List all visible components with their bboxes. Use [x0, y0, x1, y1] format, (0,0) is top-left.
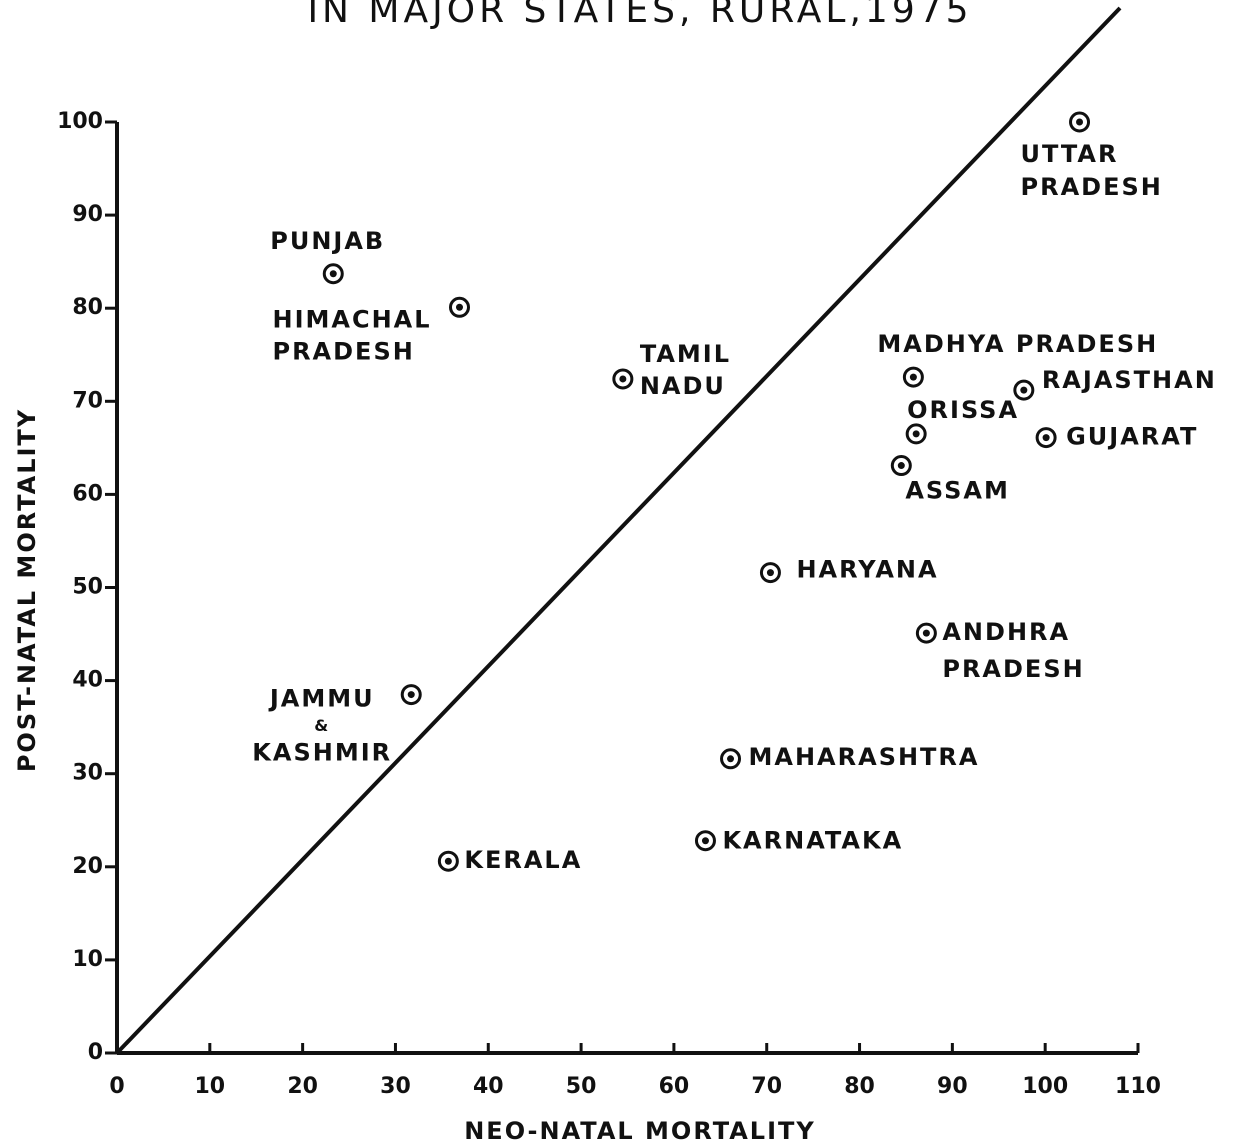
x-tick-label: 40 — [473, 1074, 504, 1099]
y-tick-label: 50 — [72, 575, 103, 600]
y-tick-label: 60 — [72, 481, 103, 506]
point-label: MADHYA PRADESH — [877, 330, 1158, 358]
point — [694, 830, 716, 852]
point — [759, 562, 781, 584]
x-tick-label: 50 — [566, 1074, 597, 1099]
x-tick-label: 70 — [751, 1074, 782, 1099]
point — [1035, 427, 1057, 449]
point-label: NADU — [640, 372, 726, 400]
point-center — [922, 629, 930, 637]
point-label: UTTAR — [1021, 140, 1119, 168]
x-tick-label: 110 — [1115, 1074, 1161, 1099]
point — [905, 423, 927, 445]
point-label: PUNJAB — [270, 227, 385, 255]
point-center — [912, 430, 920, 438]
chart-title: IN MAJOR STATES, RURAL,1975 — [307, 0, 972, 31]
y-tick-label: 70 — [72, 388, 103, 413]
diagonal-line — [115, 6, 1122, 1055]
point-label: JAMMU — [268, 685, 375, 713]
point-label: KARNATAKA — [722, 827, 903, 855]
x-tick-label: 20 — [287, 1074, 318, 1099]
y-axis-label: POST-NATAL MORTALITY — [13, 408, 41, 772]
point-label: RAJASTHAN — [1042, 366, 1217, 394]
point-label: & — [314, 716, 330, 735]
point-label: PRADESH — [1021, 173, 1163, 201]
point-label: MAHARASHTRA — [749, 743, 980, 771]
y-tick-label: 80 — [72, 295, 103, 320]
point-center — [909, 373, 917, 381]
point — [612, 368, 634, 390]
point — [1013, 379, 1035, 401]
point-center — [766, 569, 774, 577]
y-tick-label: 10 — [72, 947, 103, 972]
point — [322, 263, 344, 285]
x-tick-label: 60 — [659, 1074, 690, 1099]
point-label: HIMACHAL — [272, 305, 431, 333]
point-center — [619, 375, 627, 383]
point — [720, 748, 742, 770]
point-center — [407, 691, 415, 699]
x-tick-label: 0 — [109, 1074, 124, 1099]
point — [902, 366, 924, 388]
point-center — [701, 837, 709, 845]
point-label: TAMIL — [640, 340, 731, 368]
point-label: PRADESH — [942, 655, 1084, 683]
y-tick-label: 40 — [72, 668, 103, 693]
point-center — [1020, 386, 1028, 394]
point-label: ASSAM — [905, 477, 1010, 505]
y-tick-label: 100 — [57, 109, 103, 134]
point-label: KERALA — [464, 846, 582, 874]
x-tick-label: 90 — [937, 1074, 968, 1099]
point-center — [1076, 118, 1084, 126]
x-tick-label: 10 — [195, 1074, 226, 1099]
x-tick-label: 100 — [1022, 1074, 1068, 1099]
point-label: GUJARAT — [1066, 423, 1198, 451]
point — [448, 296, 470, 318]
point-center — [1042, 434, 1050, 442]
y-tick-label: 20 — [72, 854, 103, 879]
y-tick-label: 30 — [72, 761, 103, 786]
point-label: PRADESH — [272, 337, 414, 365]
point-label: HARYANA — [796, 556, 938, 584]
point-center — [897, 462, 905, 470]
point-center — [455, 303, 463, 311]
point — [890, 455, 912, 477]
y-tick-label: 0 — [88, 1040, 103, 1065]
point-label: ORISSA — [907, 396, 1019, 424]
point-center — [329, 270, 337, 278]
x-axis-label: NEO-NATAL MORTALITY — [464, 1117, 816, 1145]
x-tick-label: 80 — [844, 1074, 875, 1099]
point — [915, 622, 937, 644]
point-center — [727, 755, 735, 763]
point-center — [444, 857, 452, 865]
point — [400, 684, 422, 706]
x-tick-label: 30 — [380, 1074, 411, 1099]
point-label: ANDHRA — [942, 618, 1070, 646]
point — [1069, 111, 1091, 133]
y-tick-label: 90 — [72, 202, 103, 227]
point-label: KASHMIR — [252, 739, 392, 767]
point — [437, 850, 459, 872]
